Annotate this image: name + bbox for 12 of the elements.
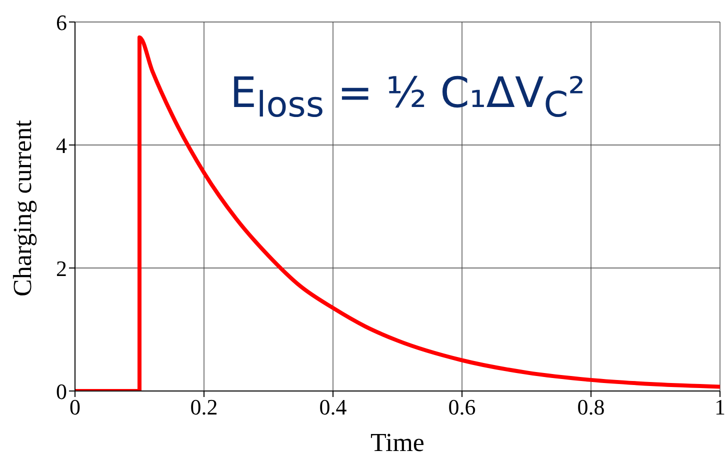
x-tick-label: 0.6 <box>448 394 476 420</box>
y-tick-label: 6 <box>56 10 67 35</box>
x-tick-label: 0.8 <box>577 394 605 420</box>
x-tick-label: 0.2 <box>190 394 218 420</box>
x-tick-label: 1 <box>714 394 726 420</box>
y-tick-label: 2 <box>56 256 67 281</box>
x-tick-label: 0.4 <box>319 394 347 420</box>
y-tick-label: 0 <box>56 378 67 404</box>
y-tick-label: 4 <box>56 132 67 158</box>
annotation: E$_{loss}$ = ½ C₁ΔV$_{C}$² <box>230 68 586 126</box>
x-axis-title: Time <box>370 428 424 457</box>
y-axis-title: Charging current <box>8 119 38 296</box>
